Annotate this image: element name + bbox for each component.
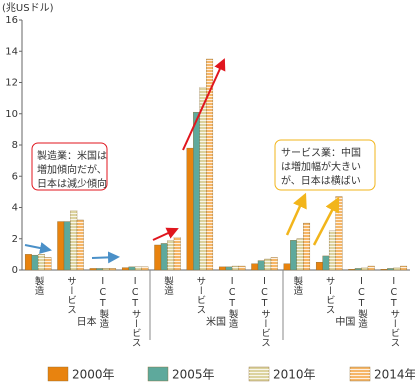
y-tick-label: 0 [12, 265, 18, 276]
y-tick-label: 2 [12, 234, 18, 245]
x-tick-label: ICT製造 [97, 276, 109, 329]
bar-hatch [361, 267, 368, 270]
bar [186, 147, 194, 271]
x-tick-label: サービス [194, 276, 206, 314]
arrow [285, 192, 307, 236]
bar [387, 268, 395, 271]
x-tick-label: サービス [65, 276, 77, 314]
arrow [91, 251, 120, 264]
bar [290, 240, 298, 271]
bar [89, 268, 97, 271]
bar [57, 221, 65, 271]
bar [24, 254, 32, 271]
legend-hatch [350, 367, 370, 381]
bar [315, 261, 323, 271]
bar-hatch [199, 87, 207, 270]
bar-hatch [335, 196, 343, 270]
y-tick-label: 10 [5, 109, 18, 120]
bar [348, 269, 356, 271]
bar-hatch [206, 59, 213, 270]
bar [225, 266, 233, 271]
bar [322, 255, 330, 271]
y-tick-label: 8 [12, 140, 18, 151]
bar-hatch [296, 238, 304, 270]
bar-hatch [368, 266, 375, 270]
callout-text: 製造業：米国は [37, 149, 107, 162]
y-axis-label: (兆USドル) [2, 2, 54, 14]
callout-box [31, 142, 108, 191]
bar-hatch [400, 266, 407, 270]
bar-hatch [70, 210, 77, 270]
bar [218, 266, 226, 271]
bar-hatch [303, 223, 310, 270]
x-tick-label: ICT製造 [356, 276, 368, 329]
legend-label: 2005年 [172, 368, 215, 382]
group-label: 中国 [335, 315, 355, 328]
x-tick-label: 製造 [291, 275, 303, 296]
x-tick-label: ICTサービス [259, 276, 271, 347]
legend-label: 2000年 [72, 368, 115, 382]
bar-hatch [271, 257, 278, 270]
bar-hatch [329, 230, 336, 270]
arrow [24, 242, 52, 254]
y-tick-label: 16 [5, 15, 18, 26]
bar-hatch [174, 237, 181, 270]
bar-hatch [141, 266, 149, 270]
callout-text: は増加幅が大きい [281, 160, 361, 173]
x-tick-label: サービス [324, 276, 336, 314]
legend-hatch [249, 367, 269, 381]
legend-swatch [47, 366, 69, 382]
bar [96, 268, 104, 271]
bar-hatch [44, 257, 52, 270]
y-tick-label: 12 [5, 78, 18, 89]
bar [31, 254, 39, 271]
bar [128, 266, 136, 271]
bar [154, 244, 162, 271]
arrow [312, 196, 340, 246]
legend-swatch [147, 366, 169, 382]
bar [193, 111, 201, 271]
callout-text: 日本は減少傾向 [37, 177, 107, 190]
x-tick-label: ICTサービス [130, 276, 142, 347]
callout-text: 増加傾向だが、 [37, 163, 107, 176]
bar-hatch [264, 259, 271, 270]
bar [257, 260, 265, 271]
group-label: 米国 [206, 315, 226, 328]
x-tick-label: ICTサービス [388, 276, 400, 347]
bar-hatch [109, 268, 116, 270]
bar [380, 269, 388, 271]
bar [63, 221, 71, 271]
bar-hatch [102, 268, 110, 270]
legend-label: 2014年 [374, 368, 415, 382]
bar-hatch [167, 240, 174, 270]
callout-box [274, 139, 376, 191]
bar-hatch [238, 266, 246, 270]
arrow [182, 58, 226, 151]
callout-text: サービス業：中国 [281, 146, 361, 159]
bar [354, 268, 362, 271]
bar [160, 243, 168, 271]
x-tick-label: ICT製造 [227, 276, 239, 329]
y-tick-label: 14 [5, 46, 18, 57]
bar-hatch [393, 267, 401, 270]
bar-hatch [77, 220, 84, 270]
bar-hatch [38, 254, 45, 270]
arrow [152, 227, 179, 241]
bar-hatch [232, 266, 239, 270]
callout-text: が、日本は横ばい [281, 174, 361, 187]
bar [251, 263, 259, 271]
y-tick-label: 4 [12, 203, 18, 214]
bar [283, 263, 291, 271]
legend-label: 2010年 [273, 368, 316, 382]
x-tick-label: 製造 [33, 275, 45, 296]
y-tick-label: 6 [12, 171, 18, 182]
bar-hatch [135, 266, 142, 270]
bar [121, 267, 129, 271]
x-tick-label: 製造 [162, 275, 174, 296]
group-label: 日本 [77, 315, 97, 328]
